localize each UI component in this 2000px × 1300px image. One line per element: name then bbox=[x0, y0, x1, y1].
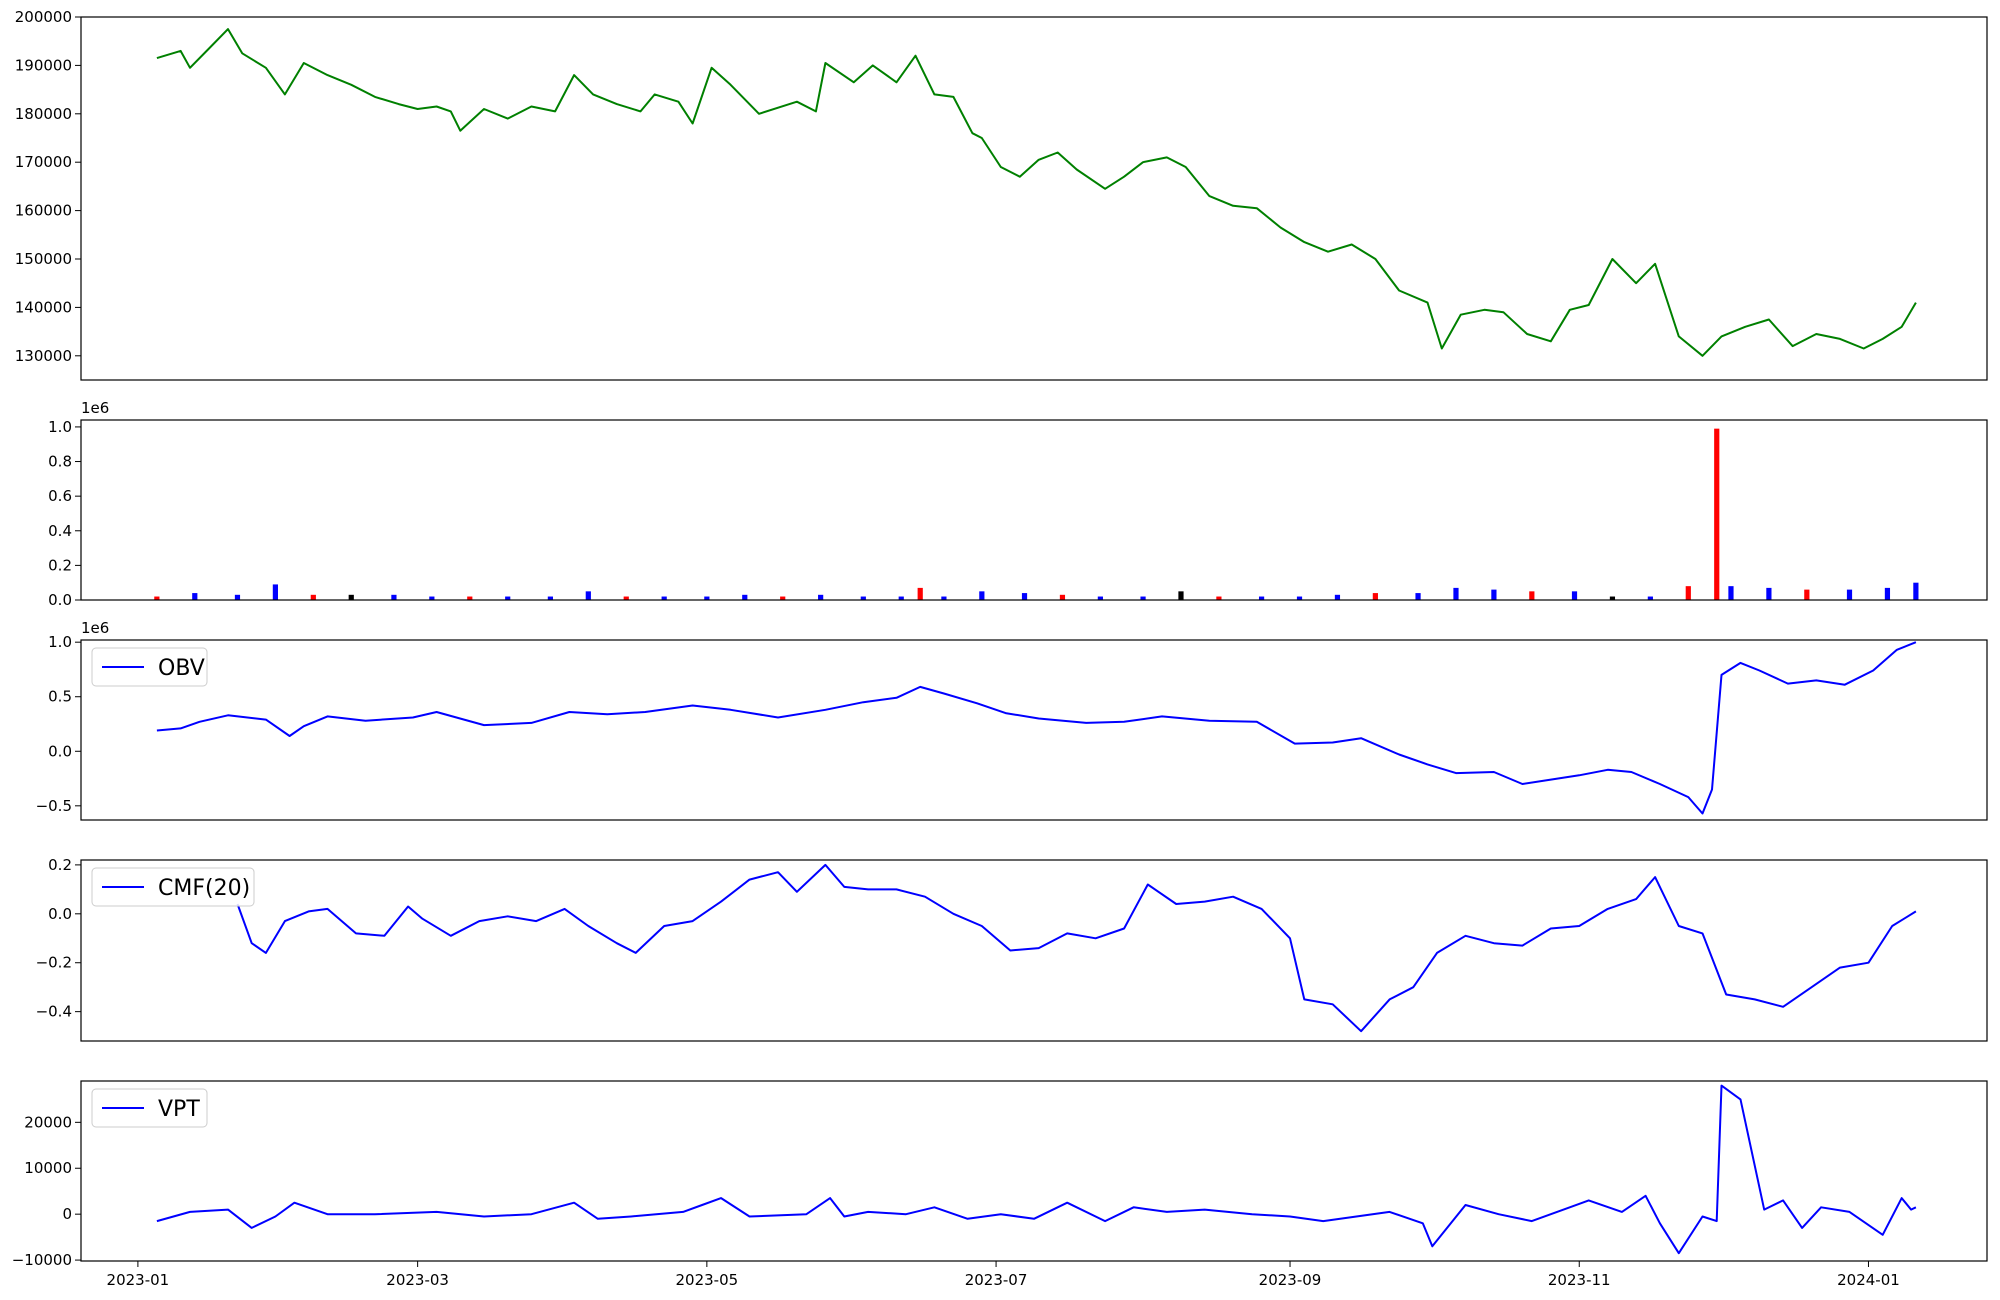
y-tick-label: 190000 bbox=[15, 56, 72, 74]
volume-bar bbox=[1529, 591, 1534, 600]
y-tick-label: 0.6 bbox=[48, 487, 72, 505]
panel-2: 0.0 0.2 0.4 0.6 0.8 1.0 1e6 bbox=[48, 399, 1987, 609]
y-tick-label: 160000 bbox=[15, 202, 72, 220]
axis-multiplier: 1e6 bbox=[81, 619, 109, 637]
y-tick-label: −0.5 bbox=[36, 797, 72, 815]
y-tick-label: 10000 bbox=[24, 1159, 72, 1177]
plot-area bbox=[157, 642, 1916, 813]
axes-frame bbox=[81, 1081, 1987, 1261]
volume-bar bbox=[235, 595, 240, 600]
volume-bar bbox=[1453, 588, 1458, 600]
legend-label: OBV bbox=[158, 656, 205, 681]
y-tick-label: 130000 bbox=[15, 347, 72, 365]
cmf-20-line bbox=[238, 865, 1916, 1031]
y-tick-label: 170000 bbox=[15, 153, 72, 171]
volume-bar bbox=[1913, 583, 1918, 600]
y-tick-label: −0.2 bbox=[36, 954, 72, 972]
volume-bar bbox=[1766, 588, 1771, 600]
volume-bar bbox=[311, 595, 316, 600]
legend: OBV bbox=[92, 648, 207, 686]
panel-5: −10000 0 10000 20000 VPT 2023-01 2023-03 2023-0… bbox=[12, 1081, 1987, 1289]
x-tick-label: 2023-01 bbox=[107, 1271, 170, 1289]
panel-3: −0.5 0.0 0.5 1.0 1e6 OBV bbox=[36, 619, 1987, 820]
volume-bar bbox=[1335, 595, 1340, 600]
price-line bbox=[157, 29, 1916, 356]
x-tick-label: 2024-01 bbox=[1837, 1271, 1900, 1289]
obv-line bbox=[157, 642, 1916, 813]
volume-bar bbox=[918, 588, 923, 600]
volume-bar bbox=[1491, 590, 1496, 600]
volume-bar bbox=[1373, 593, 1378, 600]
volume-bar bbox=[1728, 586, 1733, 600]
y-tick-label: 180000 bbox=[15, 105, 72, 123]
x-tick-label: 2023-09 bbox=[1259, 1271, 1322, 1289]
volume-bar bbox=[818, 595, 823, 600]
y-tick-label: 200000 bbox=[15, 8, 72, 26]
x-tick-label: 2023-11 bbox=[1548, 1271, 1611, 1289]
volume-bar bbox=[979, 591, 984, 600]
y-tick-label: 0.2 bbox=[48, 556, 72, 574]
volume-bar bbox=[391, 595, 396, 600]
legend: VPT bbox=[92, 1089, 207, 1127]
plot-area bbox=[237, 865, 1915, 1031]
y-tick-label: 0.0 bbox=[48, 742, 72, 760]
volume-bar bbox=[1022, 593, 1027, 600]
y-tick-label: 0.0 bbox=[48, 905, 72, 923]
legend-label: CMF(20) bbox=[158, 876, 250, 901]
volume-bar bbox=[1804, 590, 1809, 600]
x-tick-label: 2023-05 bbox=[676, 1271, 739, 1289]
legend-label: VPT bbox=[158, 1097, 200, 1122]
y-tick-label: 0.0 bbox=[48, 591, 72, 609]
axes-frame bbox=[81, 17, 1987, 380]
volume-bar bbox=[1178, 591, 1183, 600]
plot-area bbox=[157, 29, 1916, 356]
y-tick-label: −0.4 bbox=[36, 1003, 72, 1021]
y-tick-label: 1.0 bbox=[48, 633, 72, 651]
volume-bar bbox=[1714, 429, 1719, 600]
volume-bar bbox=[1060, 595, 1065, 600]
volume-bar bbox=[1885, 588, 1890, 600]
y-tick-label: 0.8 bbox=[48, 453, 72, 471]
volume-bar bbox=[349, 595, 354, 600]
plot-area bbox=[154, 429, 1918, 600]
y-tick-label: 0.2 bbox=[48, 856, 72, 874]
x-tick-label: 2023-07 bbox=[965, 1271, 1028, 1289]
volume-bar bbox=[1415, 593, 1420, 600]
volume-bar bbox=[1847, 590, 1852, 600]
y-tick-label: 0 bbox=[62, 1205, 72, 1223]
axes-frame bbox=[81, 860, 1987, 1041]
volume-bar bbox=[742, 595, 747, 600]
x-tick-label: 2023-03 bbox=[386, 1271, 449, 1289]
y-tick-label: 20000 bbox=[24, 1113, 72, 1131]
axes-frame bbox=[81, 420, 1987, 600]
legend: CMF(20) bbox=[92, 868, 254, 906]
y-tick-label: 0.5 bbox=[48, 688, 72, 706]
panel-1: 130000 140000 150000 160000 170000 180000 1900… bbox=[15, 8, 1987, 380]
panel-4: −0.4 −0.2 0.0 0.2 CMF(20) bbox=[36, 856, 1987, 1041]
volume-bar bbox=[273, 584, 278, 600]
axes-frame bbox=[81, 640, 1987, 820]
volume-bar bbox=[586, 591, 591, 600]
volume-bar bbox=[192, 593, 197, 600]
plot-area bbox=[157, 1086, 1916, 1254]
volume-bar bbox=[1686, 586, 1691, 600]
volume-bar bbox=[1572, 591, 1577, 600]
y-tick-label: 1.0 bbox=[48, 418, 72, 436]
vpt-line bbox=[157, 1086, 1916, 1254]
axis-multiplier: 1e6 bbox=[81, 399, 109, 417]
y-tick-label: 0.4 bbox=[48, 522, 72, 540]
y-tick-label: 150000 bbox=[15, 250, 72, 268]
y-tick-label: 140000 bbox=[15, 298, 72, 316]
y-tick-label: −10000 bbox=[12, 1251, 72, 1269]
